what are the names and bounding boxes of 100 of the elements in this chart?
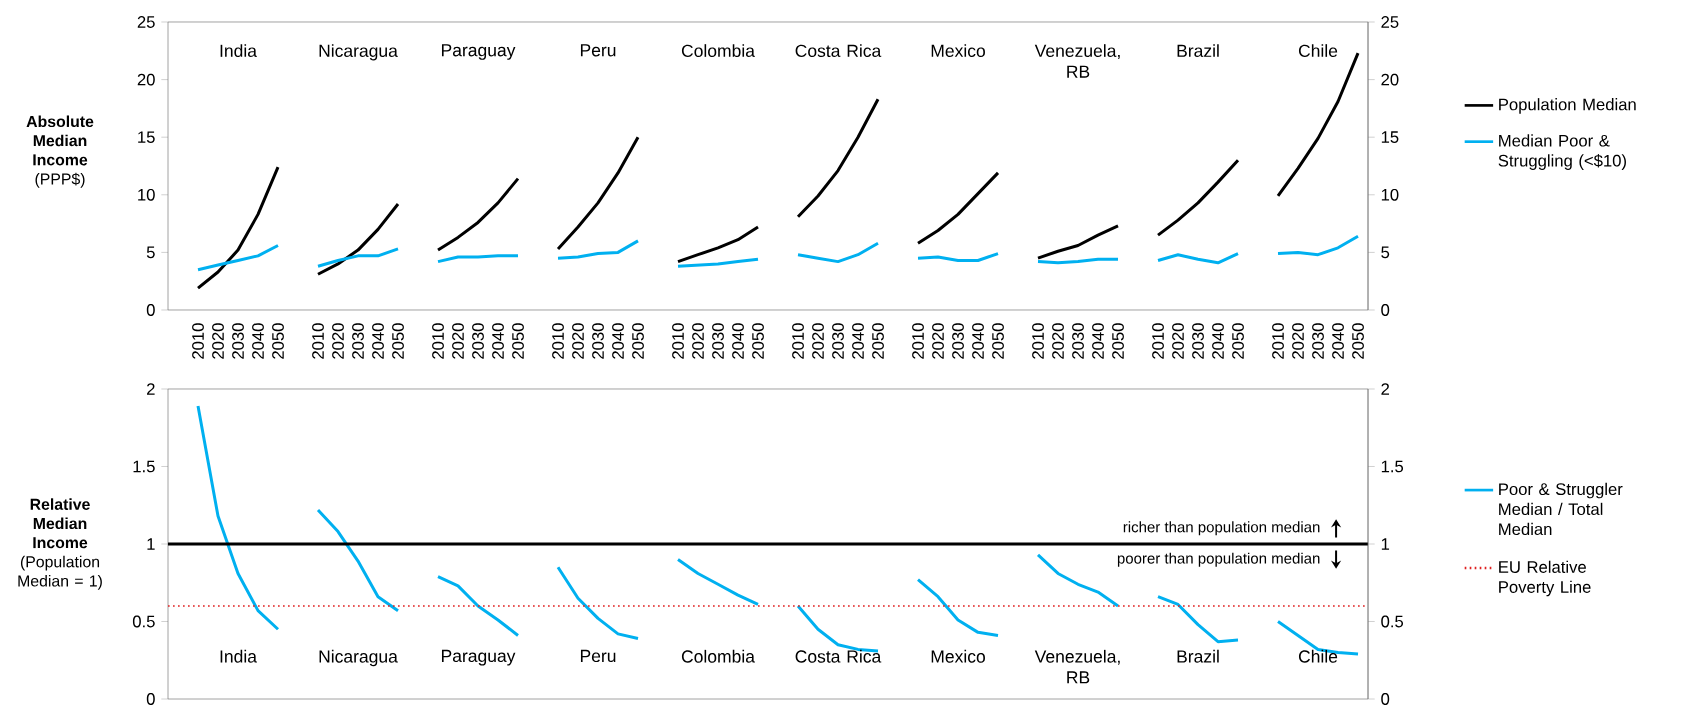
x-tick-label: 2020 bbox=[452, 323, 464, 359]
x-tick-label: 2030 bbox=[1072, 323, 1084, 359]
y2-tick-label: 15 bbox=[1381, 131, 1399, 143]
x-tick-label: 2020 bbox=[212, 323, 224, 359]
annotation: Nicaragua bbox=[319, 649, 398, 667]
x-tick-label: 2010 bbox=[312, 323, 324, 359]
annotation: Costa Rica bbox=[795, 44, 882, 57]
y-tick-label: 1.5 bbox=[133, 460, 155, 473]
x-tick-label: 2040 bbox=[612, 323, 624, 359]
y-tick-label: 25 bbox=[137, 16, 155, 28]
x-tick-label: 2020 bbox=[692, 323, 704, 359]
legend-label: EU Relative Poverty Line bbox=[1499, 560, 1591, 597]
annotation: Nicaragua bbox=[319, 44, 398, 61]
y2-tick-label: 5 bbox=[1381, 246, 1390, 259]
x-tick-label: 2010 bbox=[912, 323, 924, 359]
x-tick-label: 2020 bbox=[332, 323, 344, 359]
x-tick-label: 2030 bbox=[1312, 323, 1324, 359]
x-tick-label: 2010 bbox=[1032, 323, 1044, 359]
x-tick-label: 2040 bbox=[852, 323, 864, 359]
x-tick-label: 2040 bbox=[732, 323, 744, 359]
annotation: Brazil bbox=[1177, 44, 1219, 57]
x-tick-label: 2050 bbox=[1232, 323, 1244, 359]
x-tick-label: 2030 bbox=[232, 323, 244, 359]
y2-tick-label: 1.5 bbox=[1381, 460, 1404, 473]
x-tick-label: 2040 bbox=[972, 323, 984, 359]
y-tick-label: 1 bbox=[147, 538, 155, 550]
x-tick-label: 2030 bbox=[352, 323, 364, 359]
x-tick-label: 2010 bbox=[1152, 323, 1164, 359]
x-tick-label: 2010 bbox=[552, 323, 564, 359]
legend-label: Median Poor & Struggling (<$10) bbox=[1498, 134, 1626, 170]
y-axis-title: Absolute Median Income (PPP$) bbox=[26, 115, 94, 188]
legend-label: Population Median bbox=[1499, 98, 1636, 114]
y-tick-label: 20 bbox=[137, 73, 155, 86]
annotation: Colombia bbox=[681, 44, 755, 57]
annotation: Brazil bbox=[1177, 649, 1219, 663]
x-tick-label: 2050 bbox=[992, 323, 1004, 359]
x-tick-label: 2010 bbox=[432, 323, 444, 359]
x-tick-label: 2030 bbox=[592, 323, 604, 359]
annotation: Peru bbox=[580, 649, 616, 663]
y-tick-label: 10 bbox=[138, 188, 155, 201]
annotation: Paraguay bbox=[441, 649, 516, 666]
annotation: Chile bbox=[1298, 649, 1338, 663]
annotation: Venezuela, RB bbox=[1034, 44, 1120, 78]
y-tick-label: 0.5 bbox=[132, 615, 155, 628]
x-tick-label: 2040 bbox=[492, 323, 504, 359]
y-tick-label: 2 bbox=[147, 383, 155, 395]
y2-tick-label: 1 bbox=[1381, 538, 1390, 550]
y2-tick-label: 10 bbox=[1381, 188, 1399, 201]
annotation: Chile bbox=[1298, 44, 1338, 57]
annotation: Venezuela, RB bbox=[1034, 649, 1120, 684]
y2-tick-label: 0 bbox=[1381, 304, 1390, 316]
x-tick-label: 2020 bbox=[1052, 323, 1064, 359]
x-tick-label: 2050 bbox=[872, 323, 884, 359]
annotation: Costa Rica bbox=[795, 649, 882, 663]
legend-label: Poor & Struggler Median / Total Median bbox=[1499, 482, 1623, 535]
annotation: richer than population median bbox=[1123, 521, 1320, 536]
annotation: poorer than population median bbox=[1117, 552, 1320, 567]
x-tick-label: 2040 bbox=[1212, 323, 1224, 359]
x-tick-label: 2010 bbox=[192, 323, 204, 359]
x-tick-label: 2040 bbox=[1332, 323, 1344, 359]
y2-tick-label: 25 bbox=[1381, 16, 1399, 28]
y-tick-label: 15 bbox=[138, 131, 155, 143]
x-tick-label: 2030 bbox=[952, 323, 964, 359]
x-tick-label: 2020 bbox=[932, 323, 944, 359]
y2-tick-label: 2 bbox=[1381, 383, 1390, 395]
x-tick-label: 2030 bbox=[1192, 323, 1204, 359]
x-tick-label: 2050 bbox=[752, 323, 764, 359]
y-axis-title: Relative Median Income (Population Median = 1) bbox=[18, 498, 102, 590]
x-tick-label: 2040 bbox=[252, 323, 264, 359]
y2-tick-label: 20 bbox=[1381, 73, 1399, 86]
x-tick-label: 2010 bbox=[672, 323, 684, 359]
annotation: Mexico bbox=[931, 44, 985, 57]
x-tick-label: 2050 bbox=[512, 323, 524, 359]
x-tick-label: 2050 bbox=[1352, 323, 1364, 359]
x-tick-label: 2010 bbox=[792, 323, 804, 359]
annotation: Colombia bbox=[681, 649, 755, 663]
x-tick-label: 2050 bbox=[632, 323, 644, 359]
x-tick-label: 2050 bbox=[272, 323, 284, 359]
x-tick-label: 2030 bbox=[712, 323, 724, 359]
x-tick-label: 2020 bbox=[1172, 323, 1184, 359]
x-tick-label: 2050 bbox=[1112, 323, 1124, 359]
x-tick-label: 2020 bbox=[572, 323, 584, 359]
y-tick-label: 0 bbox=[146, 304, 155, 316]
annotation: Peru bbox=[580, 44, 616, 57]
x-tick-label: 2050 bbox=[392, 323, 404, 359]
x-tick-label: 2010 bbox=[1272, 323, 1284, 359]
x-tick-label: 2030 bbox=[832, 323, 844, 359]
x-tick-label: 2040 bbox=[372, 323, 384, 359]
x-tick-label: 2020 bbox=[812, 323, 824, 359]
x-tick-label: 2020 bbox=[1292, 323, 1304, 359]
annotation: Mexico bbox=[931, 649, 985, 663]
x-tick-label: 2040 bbox=[1092, 323, 1104, 359]
y-tick-label: 5 bbox=[146, 246, 155, 259]
y2-tick-label: 0 bbox=[1381, 693, 1390, 705]
annotation: India bbox=[220, 649, 257, 663]
annotation: Paraguay bbox=[441, 44, 516, 60]
x-tick-label: 2030 bbox=[472, 323, 484, 359]
y2-tick-label: 0.5 bbox=[1381, 615, 1404, 628]
annotation: India bbox=[220, 44, 257, 57]
y-tick-label: 0 bbox=[146, 693, 155, 705]
